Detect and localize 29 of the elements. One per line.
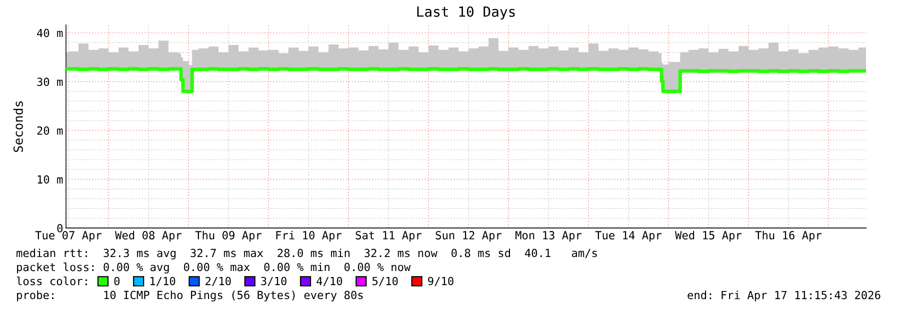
x-tick-label: Thu 09 Apr [195, 230, 262, 242]
x-tick-label: Thu 16 Apr [755, 230, 822, 242]
legend-label: 3/10 [261, 276, 286, 286]
x-tick-label: Fri 10 Apr [276, 230, 342, 242]
legend-label: 1/10 [150, 276, 176, 286]
x-tick-label: Sat 11 Apr [356, 231, 422, 242]
legend-label: 4/10 [316, 276, 342, 286]
y-tick-label: 10 m [38, 175, 63, 184]
legend-label: 5/10 [372, 276, 398, 286]
x-tick-label: Mon 13 Apr [516, 231, 582, 242]
legend-label: 9/10 [428, 276, 454, 286]
text: probe: 10 ICMP Echo Pings (56 Bytes) every 80s [17, 290, 363, 302]
y-tick-label: 40 m [37, 28, 63, 38]
text: packet loss: 0.00 % avg 0.00 % max 0.00 % min 0.00 % now [17, 262, 411, 274]
legend-label: 2/10 [206, 276, 231, 286]
x-tick-label: Sun 12 Apr [436, 231, 502, 242]
chart-title: Last 10 Days [417, 6, 515, 20]
y-axis-title: Seconds [13, 101, 23, 152]
x-tick-label: Wed 15 Apr [675, 230, 742, 242]
y-tick-label: 20 m [37, 126, 63, 135]
legend-label: 0 [114, 276, 120, 286]
y-tick-label: 30 m [37, 78, 63, 86]
legend-title: loss color: [16, 276, 87, 286]
text: median rtt: 32.3 ms avg 32.7 ms max 28.0 ms min 32.2 ms now 0.8 ms sd 40.1 am/s [16, 248, 597, 260]
x-tick-label: Wed 08 Apr [115, 230, 182, 242]
x-tick-label: Tue 07 Apr [35, 231, 102, 242]
y-tick-label: 0 [57, 224, 62, 232]
text: end: Fri Apr 17 11:15:43 2026 [688, 290, 880, 302]
x-tick-label: Tue 14 Apr [595, 231, 662, 242]
